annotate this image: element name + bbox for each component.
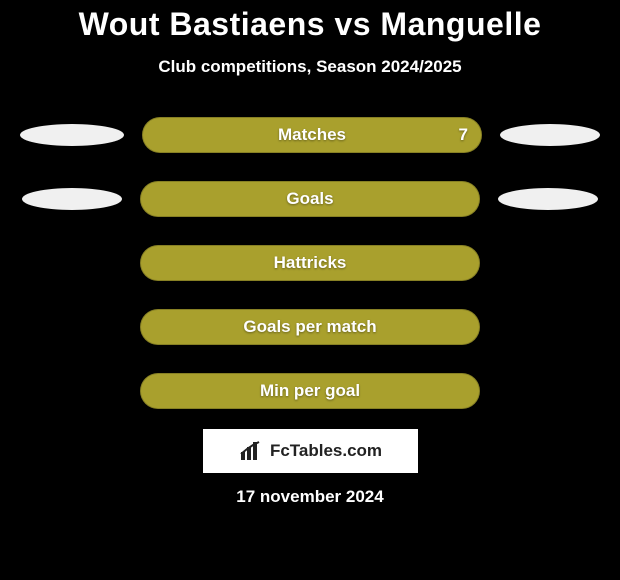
stat-row: Goals xyxy=(0,181,620,217)
right-value-blob xyxy=(498,188,598,210)
source-badge: FcTables.com xyxy=(203,429,418,473)
stat-label: Min per goal xyxy=(260,381,360,401)
stat-row: Min per goal xyxy=(0,373,620,409)
stat-label: Goals per match xyxy=(243,317,376,337)
chart-icon xyxy=(238,440,264,462)
stat-row: Hattricks xyxy=(0,245,620,281)
stat-label: Goals xyxy=(286,189,333,209)
stat-bar: Goals per match xyxy=(140,309,480,345)
snapshot-date: 17 november 2024 xyxy=(236,487,383,507)
stat-bar: Matches 7 xyxy=(142,117,482,153)
page-title: Wout Bastiaens vs Manguelle xyxy=(79,6,542,43)
stat-rows: Matches 7 Goals Hattricks Goals per match Min… xyxy=(0,117,620,409)
stat-value: 7 xyxy=(459,125,468,145)
comparison-card: Wout Bastiaens vs Manguelle Club competi… xyxy=(0,0,620,580)
stat-bar: Min per goal xyxy=(140,373,480,409)
stat-row: Matches 7 xyxy=(0,117,620,153)
right-value-blob xyxy=(500,124,600,146)
stat-label: Matches xyxy=(278,125,346,145)
stat-bar: Hattricks xyxy=(140,245,480,281)
stat-label: Hattricks xyxy=(274,253,347,273)
left-value-blob xyxy=(20,124,124,146)
stat-bar: Goals xyxy=(140,181,480,217)
source-badge-text: FcTables.com xyxy=(270,441,382,461)
left-value-blob xyxy=(22,188,122,210)
subtitle: Club competitions, Season 2024/2025 xyxy=(158,57,461,77)
stat-row: Goals per match xyxy=(0,309,620,345)
